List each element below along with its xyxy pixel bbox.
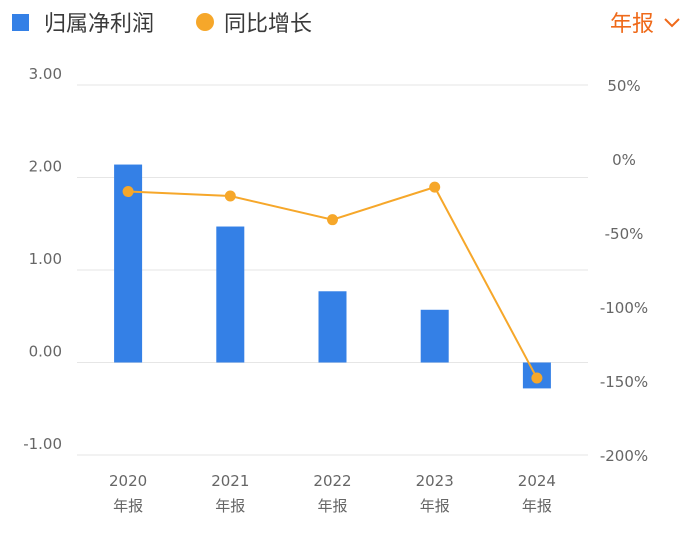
x-axis-tick-label: 2022 [313, 472, 351, 490]
right-axis-tick-label: 0% [612, 151, 636, 169]
x-axis-tick-label: 年报 [522, 497, 552, 515]
left-axis-tick-label: 2.00 [29, 158, 62, 176]
point-yoy-growth [327, 214, 338, 226]
bar-swatch-icon [12, 13, 29, 31]
legend-item-net-profit[interactable]: 归属净利润 [12, 6, 154, 38]
left-axis-tick-label: -1.00 [23, 435, 62, 453]
right-axis-tick-label: -100% [600, 299, 648, 317]
right-axis-tick-label: -200% [600, 447, 648, 465]
right-axis-tick-label: 50% [607, 77, 640, 95]
left-axis-tick-label: 3.00 [29, 65, 62, 83]
point-yoy-growth [224, 190, 236, 202]
period-selector[interactable]: 年报 [610, 6, 682, 38]
x-axis-tick-label: 2023 [416, 472, 454, 490]
chevron-down-icon [664, 18, 680, 28]
x-axis-tick-label: 2021 [211, 472, 249, 490]
right-axis-tick-label: -50% [605, 225, 644, 243]
legend-item-yoy-growth[interactable]: 同比增长 [196, 6, 312, 38]
line-dot-icon [196, 13, 215, 31]
chart-legend: 归属净利润 同比增长 [12, 6, 354, 38]
x-axis-tick-label: 2020 [109, 472, 147, 490]
x-axis-tick-label: 年报 [317, 497, 347, 515]
point-yoy-growth [531, 372, 543, 384]
bar-net-profit [318, 291, 347, 363]
x-axis-tick-label: 年报 [113, 497, 143, 515]
period-selector-label: 年报 [609, 12, 654, 37]
point-yoy-growth [122, 186, 134, 198]
x-axis-tick-label: 2024 [518, 472, 556, 490]
legend-label-net-profit: 归属净利润 [44, 12, 155, 37]
bar-net-profit [216, 226, 245, 363]
right-axis-tick-label: -150% [600, 373, 648, 391]
x-axis-tick-label: 年报 [420, 497, 450, 515]
bar-net-profit [114, 164, 143, 363]
left-axis-tick-label: 0.00 [29, 343, 62, 361]
x-axis-tick-label: 年报 [215, 497, 245, 515]
point-yoy-growth [429, 181, 441, 193]
legend-label-yoy-growth: 同比增长 [224, 12, 313, 37]
bar-net-profit [420, 309, 449, 363]
left-axis-tick-label: 1.00 [29, 250, 62, 268]
